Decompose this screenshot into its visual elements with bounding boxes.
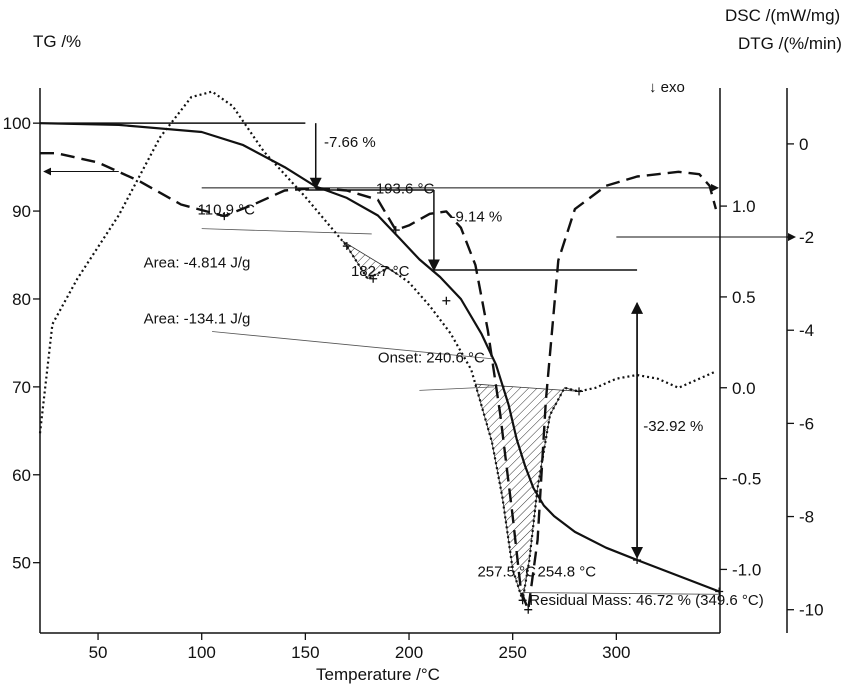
area1-leader	[201, 228, 372, 235]
residual-leader	[523, 592, 718, 595]
plot-frame	[39, 88, 788, 634]
tg-curve	[39, 122, 720, 593]
residual-mass-label: Residual Mass: 46.72 % (349.6 °C)	[529, 592, 763, 609]
axis-ticks: 50 100 150 200 250 300 50 60 70 80 90 100 -1.0 -0.5 0.…	[3, 114, 824, 662]
tg-tick-label: 50	[12, 554, 31, 573]
dtg-axis-title: DTG /(%/min)	[738, 34, 842, 53]
exo-direction-label: ↓ exo	[649, 79, 685, 96]
dsc-curve	[38, 90, 717, 602]
dsc-peak2-label: 254.8 °C	[538, 564, 597, 581]
dtg-tick-label: -8	[799, 508, 814, 527]
tg-tick-label: 100	[3, 114, 31, 133]
point-marker	[575, 387, 584, 396]
point-marker	[220, 212, 229, 221]
area2-leader	[212, 331, 492, 360]
annotation-labels: -7.66 % -9.14 % -32.92 % 110.9 °C 193.6 °C 18…	[144, 134, 764, 614]
x-tick-label: 50	[89, 643, 108, 662]
dsc-tick-label: 1.0	[732, 197, 756, 216]
peak-area-hatching	[342, 240, 580, 601]
point-marker	[715, 587, 724, 596]
dtg-tick-label: 0	[799, 135, 808, 154]
point-marker	[633, 556, 642, 565]
series-lines	[38, 90, 720, 611]
point-marker	[524, 605, 533, 614]
tg-axis-title: TG /%	[33, 32, 81, 51]
point-marker	[369, 274, 378, 283]
dtg-curve	[40, 151, 718, 611]
dsc-area2-label: Area: -134.1 J/g	[144, 311, 251, 328]
dsc-area1-label: Area: -4.814 J/g	[144, 254, 251, 271]
point-marker	[442, 296, 451, 305]
dsc-area-small	[342, 240, 399, 280]
dtg-tick-label: -4	[799, 321, 814, 340]
point-marker	[342, 242, 351, 251]
tg-tick-label: 90	[12, 202, 31, 221]
tg-tick-label: 80	[12, 290, 31, 309]
dtg-tick-label: -6	[799, 414, 814, 433]
dtg-tick-label: -2	[799, 228, 814, 247]
dtg-peak2-label: 193.6 °C	[376, 180, 435, 197]
dtg-peak3-label: 257.5 °C	[477, 564, 536, 581]
x-tick-label: 100	[188, 643, 216, 662]
point-marker	[391, 226, 400, 235]
tg-step2-label: -9.14 %	[450, 209, 502, 226]
dsc-tick-label: 0.0	[732, 379, 756, 398]
dsc-peak1-label: 182.7 °C	[351, 263, 410, 280]
x-tick-label: 200	[395, 643, 423, 662]
tg-step1-label: -7.66 %	[324, 134, 376, 151]
point-marker	[518, 596, 527, 605]
x-tick-label: 250	[498, 643, 526, 662]
dsc-tick-label: -1.0	[732, 560, 761, 579]
dsc-axis-title: DSC /(mW/mg)	[725, 6, 840, 25]
tg-tick-label: 60	[12, 466, 31, 485]
x-tick-label: 150	[291, 643, 319, 662]
dsc-onset-label: Onset: 240.6 °C	[378, 349, 485, 366]
dsc-tick-label: 0.5	[732, 288, 756, 307]
x-axis-title: Temperature /°C	[316, 665, 440, 684]
onset-leader	[419, 386, 495, 391]
tg-step3-label: -32.92 %	[643, 418, 703, 435]
dtg-peak1-label: 110.9 °C	[198, 202, 256, 219]
tg-tick-label: 70	[12, 378, 31, 397]
annotation-guides	[40, 122, 796, 595]
x-tick-label: 300	[602, 643, 630, 662]
dsc-tick-label: -0.5	[732, 470, 761, 489]
dtg-tick-label: -10	[799, 601, 824, 620]
